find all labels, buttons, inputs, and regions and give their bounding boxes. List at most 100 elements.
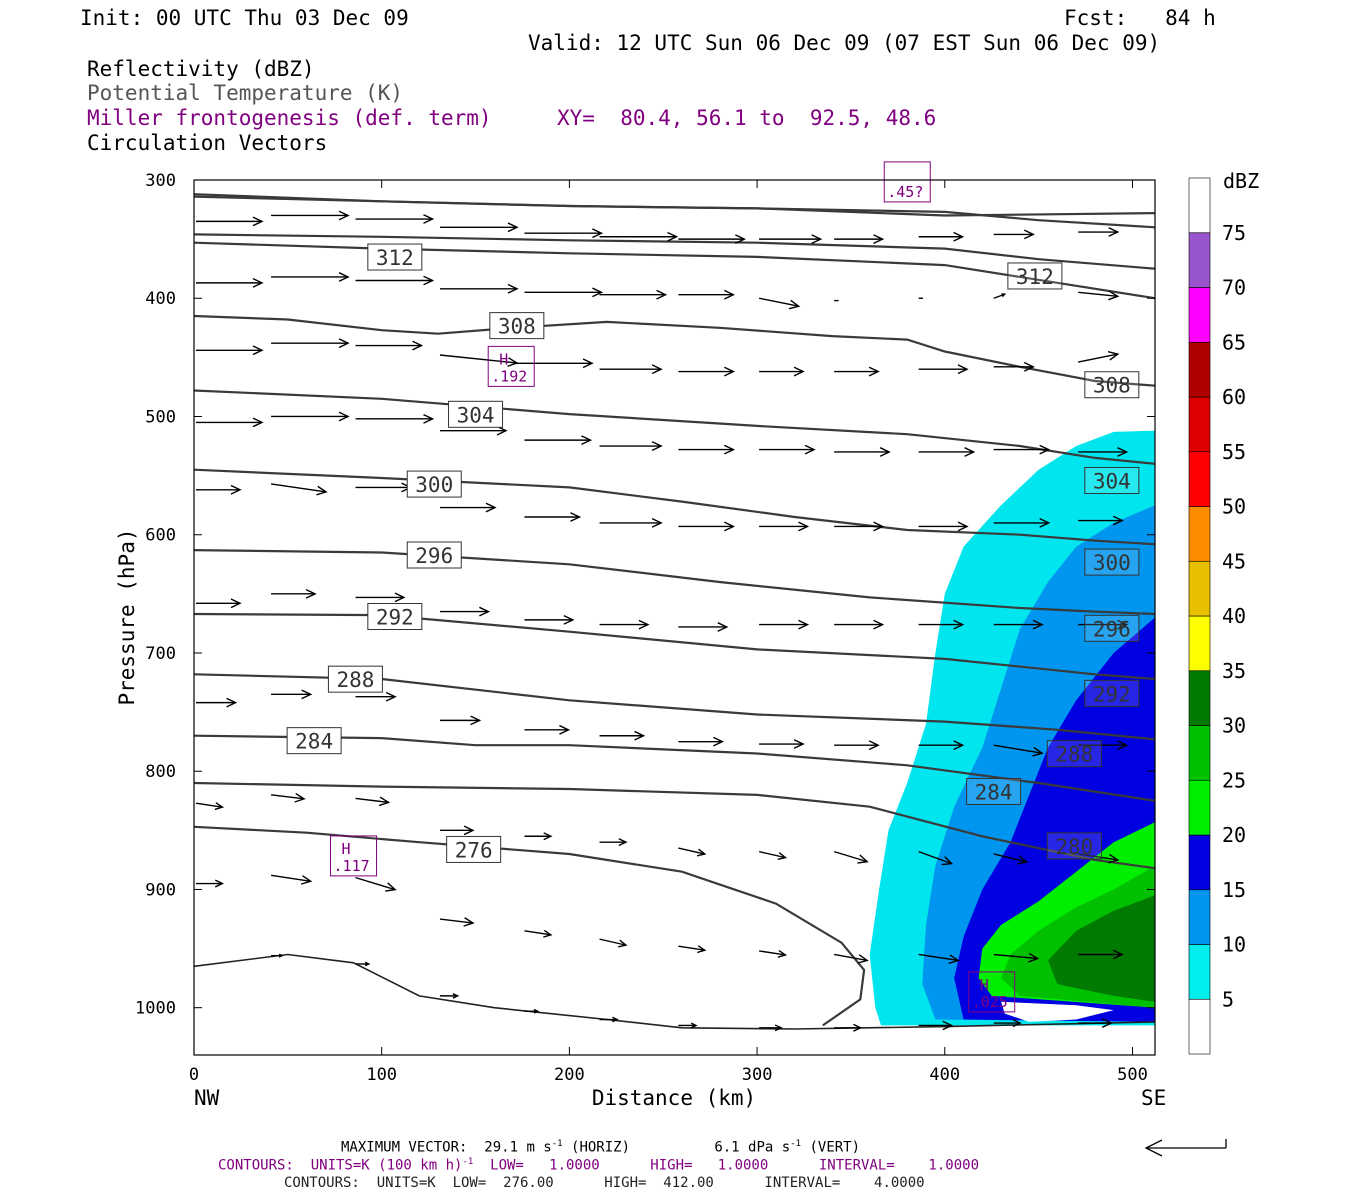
circulation-vector (759, 1024, 783, 1032)
frontogenesis-max: H.192 (487, 345, 535, 387)
theta-label-box (1084, 679, 1140, 707)
vector-head (338, 338, 350, 349)
frontogenesis-max-value: .45? (887, 183, 923, 201)
theta-contour-lowest (194, 953, 1155, 1030)
circulation-vector (599, 1016, 619, 1023)
vector-head (592, 228, 604, 239)
vector-head (690, 1022, 698, 1029)
circulation-vector (993, 744, 1044, 757)
circulation-vector (758, 850, 788, 861)
vector-shaft (355, 876, 396, 891)
circulation-vector (834, 447, 891, 457)
circulation-vector (759, 739, 805, 749)
theta-label-box (406, 541, 462, 569)
vector-shaft (599, 938, 627, 946)
vector-head (651, 517, 663, 528)
circulation-vector (355, 214, 435, 224)
contours-frontogenesis-units: CONTOURS: UNITS=K (100 km h) (218, 1157, 463, 1174)
vector-head (724, 444, 736, 455)
x-tick-label: 0 (189, 1065, 199, 1085)
theta-label-text: 300 (1093, 551, 1131, 575)
vector-head (696, 945, 707, 954)
frontogenesis-max-letter: H (980, 976, 989, 994)
frontogenesis-max-value: .192 (491, 367, 527, 385)
theta-label-box (1084, 614, 1140, 642)
circulation-vector (834, 366, 880, 377)
vector-head (582, 358, 594, 369)
circulation-vector (271, 689, 313, 700)
vector-head (364, 961, 371, 967)
theta-label-text: 308 (1093, 374, 1131, 398)
colorbar-level-label: 75 (1222, 221, 1246, 245)
valid-time: Valid: 12 UTC Sun 06 Dec 09 (07 EST Sun … (528, 31, 1161, 55)
circulation-vector (355, 961, 371, 967)
vector-head (942, 1020, 954, 1031)
theta-label: 308 (1084, 371, 1140, 399)
vector-head (953, 740, 965, 751)
theta-label: 288 (327, 665, 383, 693)
circulation-vector (196, 484, 242, 495)
x-axis-label: Distance (km) (592, 1086, 756, 1110)
vector-head (533, 1008, 540, 1014)
vector-head (305, 588, 317, 599)
vector-head (774, 1024, 783, 1032)
circulation-vector (196, 345, 264, 356)
theta-label-text: 308 (498, 315, 536, 339)
circulation-vector (271, 588, 317, 599)
x-tick-label: 300 (742, 1065, 773, 1085)
circulation-vector (678, 736, 725, 747)
vector-head (873, 619, 885, 630)
vector-head (463, 917, 475, 927)
theta-label: 284 (966, 778, 1022, 805)
theta-label: 288 (1046, 740, 1102, 768)
vector-head (559, 724, 571, 735)
vector-head (1108, 290, 1120, 301)
colorbar-level-label: 45 (1222, 549, 1246, 573)
reflectivity-region-30dbz (1048, 895, 1155, 1002)
circulation-vector (355, 796, 391, 807)
circulation-vector (1078, 740, 1129, 751)
circulation-vector (834, 1023, 863, 1032)
vector-head (230, 484, 242, 495)
circulation-vector (355, 592, 406, 603)
circulation-vector (271, 411, 350, 422)
vector-head (1107, 853, 1120, 864)
circulation-vector (270, 874, 313, 885)
vector-head (879, 447, 891, 457)
theta-label-text: 288 (1055, 743, 1093, 767)
circulation-vector (599, 364, 663, 375)
theta-label-text: 284 (975, 781, 1013, 805)
circulation-vector (759, 619, 810, 630)
vector-shaft (524, 930, 551, 936)
circulation-vector (993, 444, 1051, 455)
theta-label: 304 (1084, 467, 1140, 495)
vector-head (1117, 619, 1129, 630)
vector-head (1032, 619, 1044, 630)
circulation-vector (1078, 853, 1120, 864)
vector-head (1039, 517, 1051, 528)
x-tick-label: 500 (1117, 1065, 1148, 1085)
vector-head (301, 689, 313, 700)
circulation-vector (1078, 515, 1124, 526)
colorbar-level-label: 40 (1222, 604, 1246, 628)
reflectivity-gap (1001, 1001, 1114, 1022)
vector-head (1101, 1018, 1113, 1028)
circulation-vector (355, 413, 435, 424)
colorbar-swatch (1188, 779, 1211, 836)
circulation-vector (918, 619, 965, 630)
circulation-vector (599, 231, 679, 242)
circulation-vector (196, 417, 264, 428)
colorbar-level-label: 10 (1222, 933, 1246, 957)
circulation-vector (196, 598, 242, 609)
vector-head (651, 364, 663, 375)
vector-shaft (993, 853, 1027, 863)
circulation-vector (524, 287, 604, 298)
circulation-vector (993, 293, 1007, 299)
circulation-vector (599, 619, 650, 630)
theta-label-box (1046, 832, 1102, 860)
circulation-vector (678, 366, 736, 377)
vector-head (853, 1023, 863, 1032)
vector-head (543, 832, 553, 841)
vector-head (957, 364, 969, 375)
circulation-vector (834, 953, 869, 964)
